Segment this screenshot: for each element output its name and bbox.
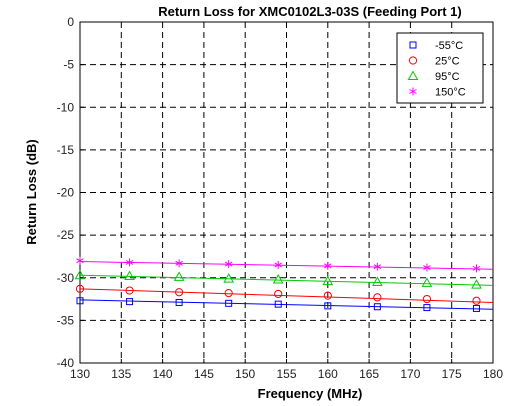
- data-point-square: [472, 304, 480, 312]
- data-point-asterisk: [175, 259, 183, 268]
- x-tick-label: 170: [400, 367, 420, 381]
- data-point-asterisk: [125, 258, 134, 267]
- data-point-asterisk: [409, 87, 417, 96]
- x-tick-label: 150: [235, 367, 255, 381]
- x-tick-label: 135: [111, 367, 131, 381]
- data-point-circle: [274, 289, 283, 299]
- data-point-circle: [373, 293, 382, 302]
- y-axis-label: Return Loss (dB): [24, 139, 39, 244]
- data-point-circle: [175, 288, 184, 297]
- data-point-square: [423, 304, 431, 312]
- y-tick-label: -10: [57, 100, 75, 114]
- data-point-triangle: [173, 271, 185, 281]
- data-point-triangle: [74, 269, 86, 280]
- fit-line: [79, 261, 494, 270]
- fit-line: [79, 288, 494, 303]
- data-point-triangle: [124, 270, 135, 281]
- data-point-triangle: [322, 275, 334, 286]
- x-tick-label: 130: [70, 367, 90, 381]
- y-tick-label: 0: [67, 15, 74, 29]
- data-point-asterisk: [472, 264, 481, 273]
- data-point-circle: [75, 284, 85, 293]
- data-point-asterisk: [224, 260, 233, 269]
- y-tick-label: -20: [57, 186, 75, 200]
- data-point-triangle: [223, 273, 235, 283]
- data-point-square: [175, 298, 183, 306]
- chart-title: Return Loss for XMC0102L3-03S (Feeding P…: [158, 4, 461, 19]
- x-tick-label: 180: [483, 367, 503, 381]
- legend-entry: 95°C: [407, 70, 460, 83]
- data-point-triangle: [407, 70, 419, 80]
- data-point-circle: [422, 294, 432, 304]
- y-tick-label: -35: [57, 313, 75, 327]
- legend-label: 25°C: [435, 56, 460, 68]
- data-point-triangle: [471, 279, 482, 289]
- data-point-asterisk: [423, 263, 431, 272]
- y-tick-label: -25: [57, 228, 75, 242]
- data-point-square: [324, 302, 332, 310]
- data-point-circle: [224, 288, 233, 298]
- x-tick-label: 160: [318, 367, 338, 381]
- data-point-asterisk: [373, 262, 382, 271]
- x-tick-label: 155: [276, 367, 296, 381]
- data-point-triangle: [272, 273, 284, 284]
- data-point-square: [274, 300, 282, 308]
- y-tick-label: -5: [63, 58, 74, 72]
- y-tick-label: -30: [57, 271, 75, 285]
- data-point-circle: [125, 286, 134, 295]
- legend-label: -55°C: [435, 40, 463, 52]
- data-point-asterisk: [324, 261, 332, 270]
- y-tick-label: -40: [57, 356, 75, 370]
- data-point-circle: [323, 291, 332, 300]
- data-point-asterisk: [76, 256, 84, 265]
- legend-label: 150°C: [435, 87, 466, 99]
- x-axis-label: Frequency (MHz): [258, 386, 363, 401]
- data-point-triangle: [372, 276, 383, 287]
- data-point-square: [373, 303, 381, 311]
- data-point-square: [409, 41, 417, 49]
- x-tick-label: 140: [153, 367, 173, 381]
- legend-entry: 25°C: [408, 56, 460, 68]
- data-point-circle: [408, 56, 418, 65]
- legend-label: 95°C: [435, 71, 460, 83]
- data-point-triangle: [421, 277, 433, 287]
- legend-box: [396, 32, 484, 104]
- y-tick-label: -15: [57, 143, 75, 157]
- legend-entry: 150°C: [409, 87, 466, 99]
- legend-entry: -55°C: [409, 40, 463, 52]
- x-tick-label: 145: [194, 367, 214, 381]
- legend: -55°C 25°C 95°C 150°C: [396, 32, 484, 104]
- data-point-square: [225, 299, 233, 307]
- x-tick-label: 165: [359, 367, 379, 381]
- x-tick-label: 175: [442, 367, 462, 381]
- data-point-circle: [472, 296, 481, 305]
- data-point-asterisk: [274, 260, 282, 269]
- data-point-square: [126, 298, 134, 306]
- data-point-square: [76, 297, 84, 305]
